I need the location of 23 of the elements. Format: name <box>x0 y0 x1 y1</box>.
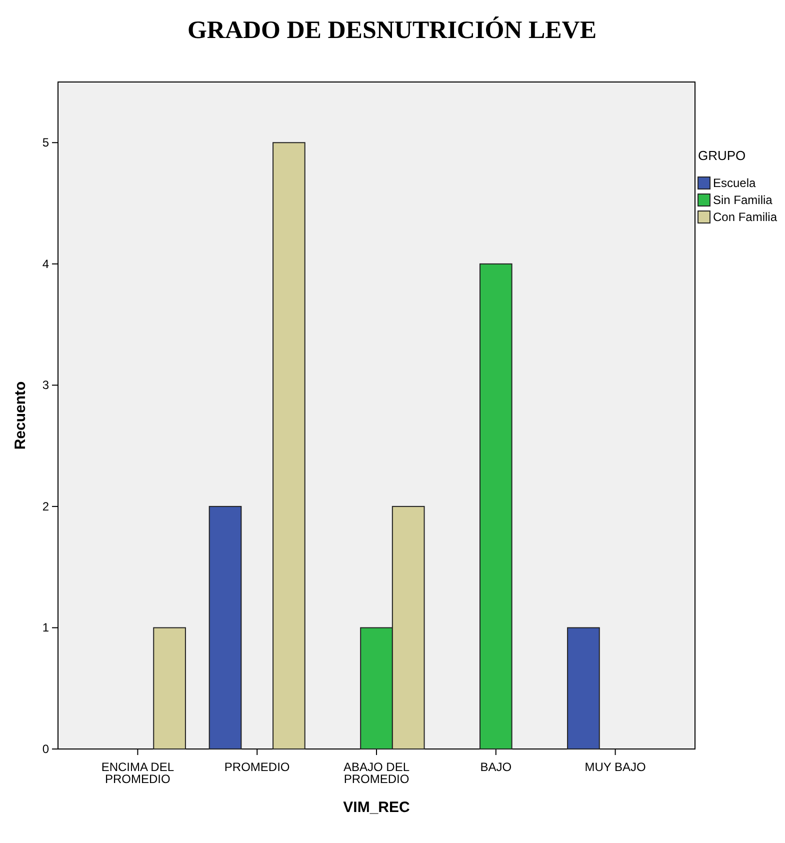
x-tick-label: BAJO <box>480 760 512 774</box>
x-tick-label: ENCIMA DEL PROMEDIO <box>101 760 174 786</box>
legend-label: Escuela <box>713 176 756 190</box>
chart-title: GRADO DE DESNUTRICIÓN LEVE <box>187 16 597 44</box>
x-tick-label: MUY BAJO <box>584 760 646 774</box>
legend-title: GRUPO <box>698 148 746 163</box>
y-tick-label: 5 <box>42 135 50 150</box>
bar <box>479 263 512 750</box>
legend-label: Sin Familia <box>713 193 773 207</box>
y-axis-title: Recuento <box>12 381 29 450</box>
legend-label: Con Familia <box>713 210 778 224</box>
y-tick-label: 4 <box>42 256 50 271</box>
y-tick-label: 1 <box>42 620 50 635</box>
bar <box>567 627 600 750</box>
x-axis-title: VIM_REC <box>343 799 410 816</box>
y-tick-label: 2 <box>42 499 50 514</box>
y-tick-label: 0 <box>42 742 50 756</box>
x-tick-label: ABAJO DEL PROMEDIO <box>343 760 410 786</box>
bar <box>208 506 242 750</box>
bar <box>153 627 186 750</box>
y-tick-label: 3 <box>42 378 50 392</box>
bar <box>272 142 306 750</box>
x-tick-label: PROMEDIO <box>224 760 290 774</box>
